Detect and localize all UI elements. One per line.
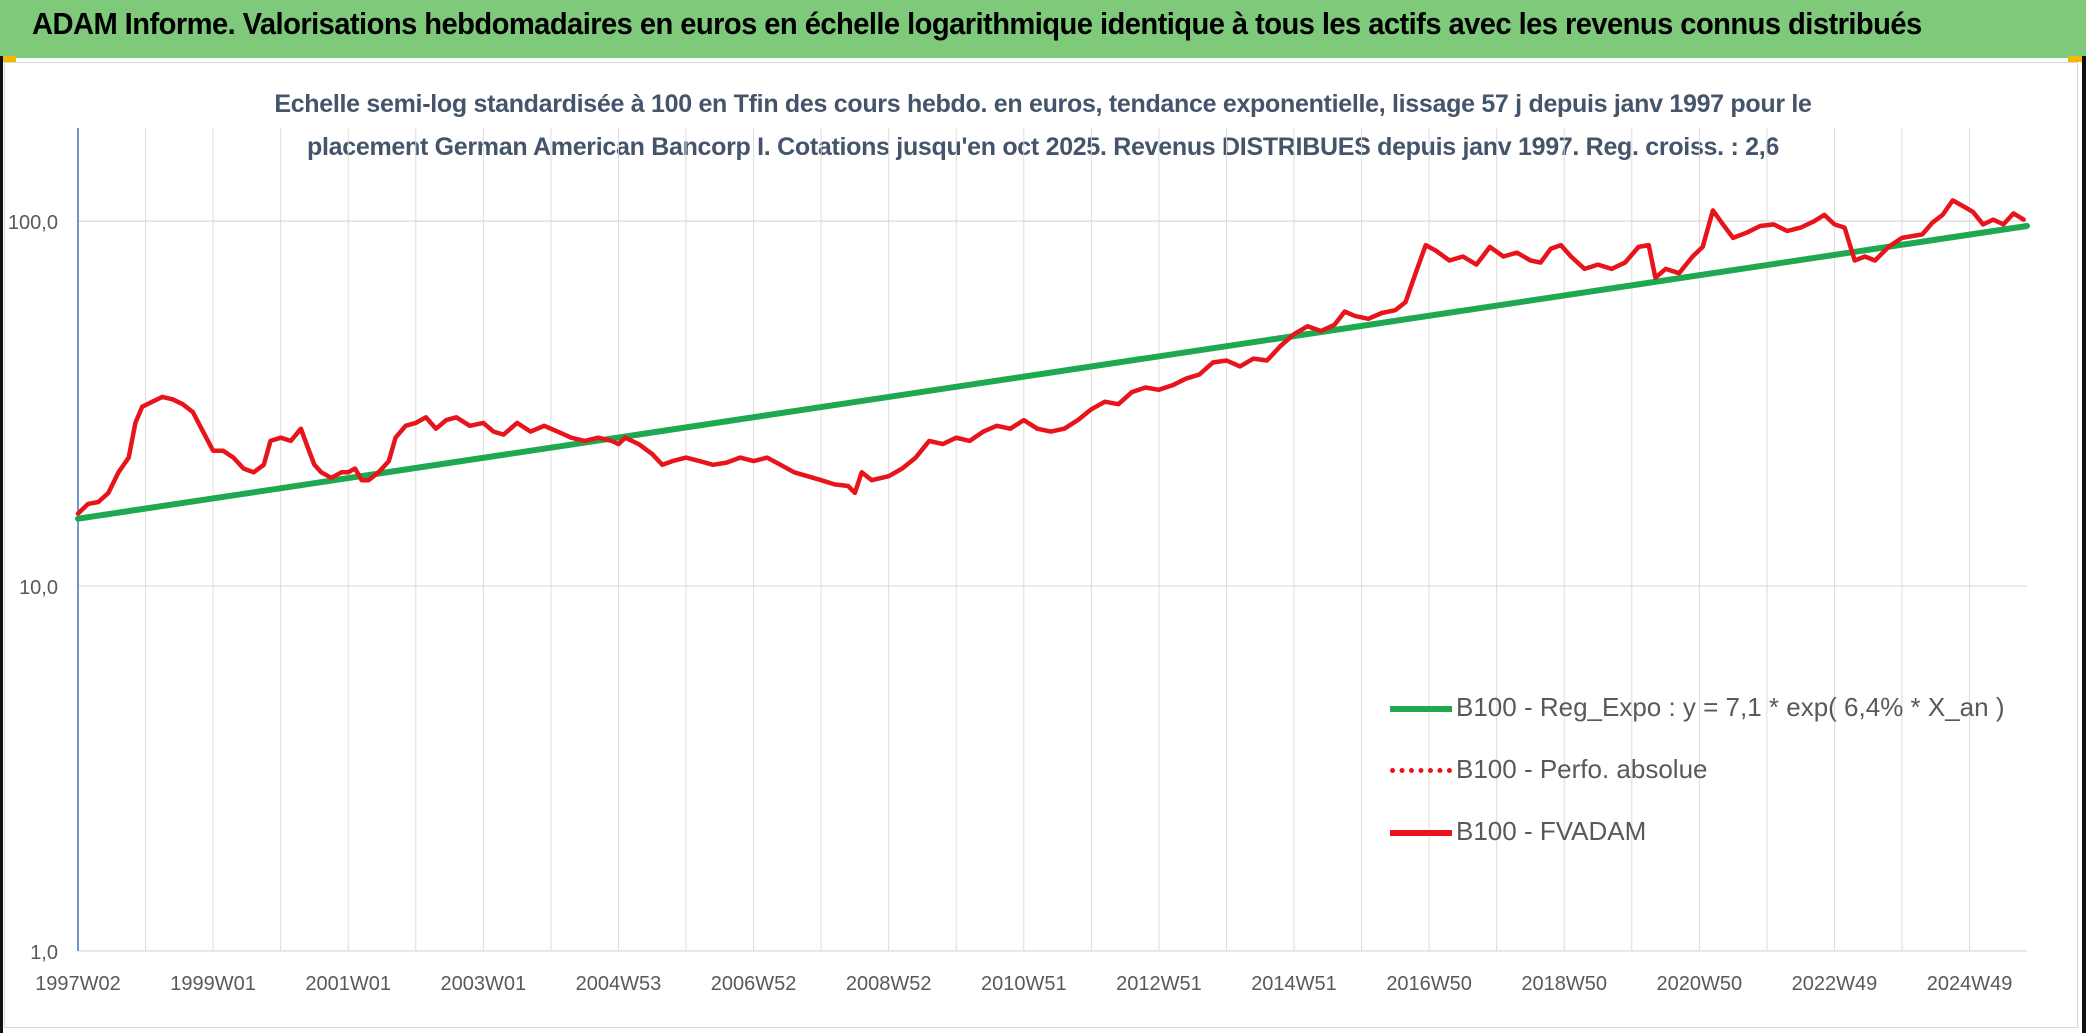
- legend-label-fvadam: B100 - FVADAM: [1456, 816, 1647, 846]
- x-tick-label: 2020W50: [1657, 973, 1743, 995]
- x-tick-label: 2008W52: [846, 973, 932, 995]
- chart-title-line-2: placement German American Bancorp I. Cot…: [307, 133, 1779, 161]
- x-tick-label: 2016W50: [1386, 973, 1472, 995]
- x-tick-label: 2022W49: [1792, 973, 1878, 995]
- header-banner: ADAM Informe. Valorisations hebdomadaire…: [0, 0, 2086, 58]
- x-tick-label: 2006W52: [711, 973, 797, 995]
- y-tick-label: 10,0: [19, 577, 58, 599]
- series-line-fvadam: [75, 198, 2026, 516]
- x-tick-label: 2010W51: [981, 973, 1067, 995]
- x-tick-label: 2024W49: [1927, 973, 2013, 995]
- x-tick-label: 2001W01: [305, 973, 391, 995]
- y-tick-label: 100,0: [8, 212, 58, 234]
- frame-right-edge: [2082, 56, 2086, 1033]
- x-tick-label: 2018W50: [1521, 973, 1607, 995]
- legend-label-perfo-absolue: B100 - Perfo. absolue: [1456, 754, 1708, 784]
- chart-panel: [4, 62, 2078, 1028]
- x-tick-label: 2004W53: [576, 973, 662, 995]
- x-tick-label: 2014W51: [1251, 973, 1337, 995]
- corner-marker-left: [0, 56, 16, 62]
- corner-marker-right: [2068, 56, 2086, 62]
- x-tick-label: 2003W01: [441, 973, 527, 995]
- y-tick-label: 1,0: [30, 942, 58, 964]
- legend-swatch-perfo-absolue: [1390, 768, 1452, 773]
- frame-left-edge: [0, 56, 3, 1033]
- x-tick-label: 1999W01: [170, 973, 256, 995]
- series-line-regression: [75, 222, 2030, 522]
- legend-label-regression: B100 - Reg_Expo : y = 7,1 * exp( 6,4% * …: [1456, 692, 2005, 722]
- legend-swatch-fvadam: [1390, 830, 1452, 836]
- legend-swatch-regression: [1390, 706, 1452, 712]
- report-title: ADAM Informe. Valorisations hebdomadaire…: [32, 6, 1922, 41]
- x-tick-label: 1997W02: [35, 973, 121, 995]
- chart-title-line-1: Echelle semi-log standardisée à 100 en T…: [274, 90, 1812, 118]
- x-tick-label: 2012W51: [1116, 973, 1202, 995]
